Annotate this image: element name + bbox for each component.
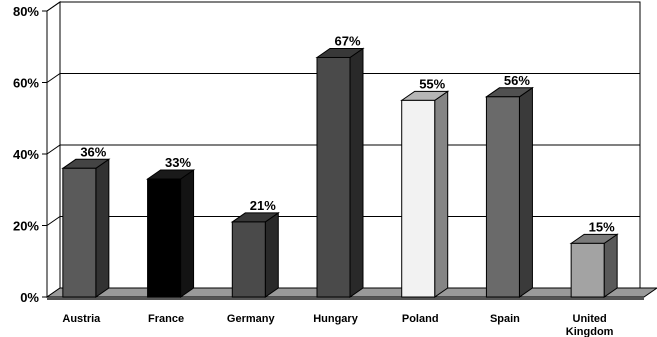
data-label: 21% [250, 198, 276, 213]
bars: 36% 33% 21% 67% 55% 56% 15% [61, 33, 619, 298]
gridline [46, 73, 640, 83]
y-tick-label: 80% [13, 4, 39, 19]
y-tick-label: 20% [13, 219, 39, 234]
bar-austria: 36% [61, 144, 111, 298]
data-label: 55% [419, 76, 445, 91]
bar-front [231, 221, 266, 298]
x-tick-label: Hungary [313, 313, 359, 325]
x-tick-label: Poland [402, 313, 439, 325]
bar-front [570, 242, 605, 298]
bar-front [62, 167, 97, 298]
bar-poland: 55% [400, 76, 450, 298]
data-label: 36% [80, 144, 106, 159]
y-axis-ticks: 0% 20% 40% 60% 80% [13, 4, 47, 305]
data-label: 15% [589, 219, 615, 234]
floor-edge [47, 297, 644, 300]
x-tick-label: Kingdom [566, 326, 614, 337]
bar-front [147, 178, 182, 298]
y-tick-label: 40% [13, 147, 39, 162]
bar-side [180, 169, 195, 298]
y-tick-label: 0% [20, 290, 39, 305]
bar-side [349, 47, 364, 298]
gridline [46, 1, 640, 12]
bar-united-kingdom: 15% [569, 219, 619, 298]
bar-front [316, 56, 351, 298]
bar-spain: 56% [484, 73, 535, 298]
bar-side [434, 90, 449, 298]
x-tick-label: Austria [62, 313, 101, 325]
bar-side [518, 86, 533, 298]
bar-france: 33% [145, 155, 196, 298]
x-tick-label: United [573, 313, 607, 325]
bar-germany: 21% [230, 198, 280, 298]
data-label: 33% [165, 155, 191, 170]
x-tick-label: Spain [490, 313, 520, 325]
bar-hungary: 67% [315, 33, 365, 298]
x-tick-label: France [148, 313, 184, 325]
data-label: 56% [504, 73, 530, 88]
data-label: 67% [334, 33, 360, 48]
bar-front [485, 96, 520, 298]
bar-side [603, 233, 618, 298]
bar-front [401, 99, 436, 298]
bar-side [264, 211, 279, 298]
bar-side [95, 158, 110, 298]
y-tick-label: 60% [13, 76, 39, 91]
x-tick-label: Germany [227, 313, 276, 325]
x-axis-labels: Austria France Germany Hungary Poland Spain Un… [62, 313, 613, 337]
